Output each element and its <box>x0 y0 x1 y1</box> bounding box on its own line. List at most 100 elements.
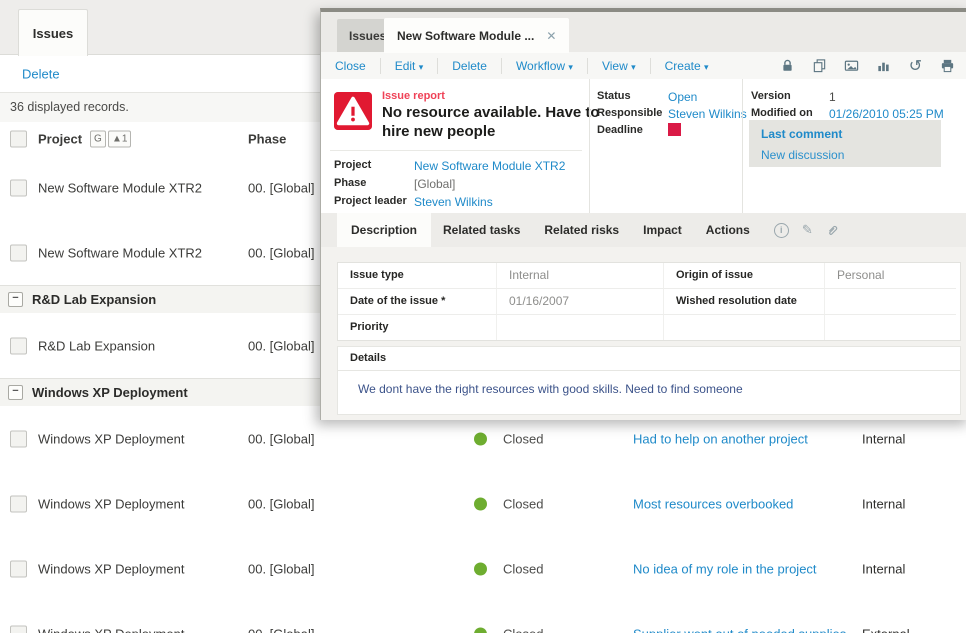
caret-down-icon: ▾ <box>631 62 636 72</box>
tab-description[interactable]: Description <box>337 213 431 247</box>
issue-title-link[interactable]: Most resources overbooked <box>633 496 793 511</box>
row-issue-type: Internal <box>862 431 905 446</box>
row-issue-type: Internal <box>862 496 905 511</box>
responsible-label: Responsible <box>597 107 662 119</box>
field-value <box>825 315 956 340</box>
modified-on-value[interactable]: 01/26/2010 05:25 PM <box>829 107 944 121</box>
image-icon[interactable] <box>843 57 860 74</box>
details-panel: Details We dont have the right resources… <box>337 346 961 415</box>
row-project: Windows XP Deployment <box>38 561 184 576</box>
field-label: Origin of issue <box>664 263 825 289</box>
phase-value: [Global] <box>414 177 455 191</box>
modified-on-label: Modified on <box>751 107 813 119</box>
tab-actions[interactable]: Actions <box>694 213 762 247</box>
delete-button[interactable]: Delete <box>22 66 60 81</box>
version-label: Version <box>751 90 791 102</box>
last-comment-link[interactable]: Last comment <box>761 127 842 141</box>
info-icon[interactable]: i <box>774 223 789 238</box>
warning-icon <box>334 92 372 133</box>
row-checkbox[interactable] <box>10 179 27 196</box>
tab-related-tasks[interactable]: Related tasks <box>431 213 532 247</box>
workflow-menu-label: Workflow <box>516 59 565 73</box>
row-phase: 00. [Global] <box>248 431 315 446</box>
row-checkbox[interactable] <box>10 430 27 447</box>
status-value-link[interactable]: Open <box>668 90 697 104</box>
details-text: We dont have the right resources with go… <box>338 371 960 396</box>
edit-menu-button[interactable]: Edit ▾ <box>381 59 438 73</box>
row-checkbox[interactable] <box>10 495 27 512</box>
project-leader-link[interactable]: Steven Wilkins <box>414 195 493 209</box>
lock-icon[interactable] <box>779 57 796 74</box>
row-project: Windows XP Deployment <box>38 626 184 633</box>
caret-down-icon: ▾ <box>568 62 573 72</box>
row-phase: 00. [Global] <box>248 561 315 576</box>
row-phase: 00. [Global] <box>248 180 315 195</box>
column-header-project[interactable]: Project <box>38 131 82 146</box>
status-dot-green <box>474 562 487 575</box>
row-project: New Software Module XTR2 <box>38 180 202 195</box>
comment-links-box: Last comment New discussion <box>749 120 941 167</box>
app-window: Issues Delete 36 displayed records. Proj… <box>0 0 966 633</box>
field-value: 01/16/2007 <box>497 289 664 315</box>
tab-issue-detail[interactable]: New Software Module ... ✕ <box>384 18 569 53</box>
deadline-indicator <box>668 123 681 136</box>
issue-title-link[interactable]: No idea of my role in the project <box>633 561 817 576</box>
close-button[interactable]: Close <box>321 59 380 73</box>
collapse-icon[interactable]: − <box>8 292 23 307</box>
select-all-checkbox[interactable] <box>10 130 27 147</box>
view-menu-label: View <box>602 59 628 73</box>
tab-issue-detail-label: New Software Module ... <box>397 29 534 43</box>
tab-issues-list[interactable]: Issues <box>18 9 88 56</box>
issue-report-kicker: Issue report <box>382 90 445 102</box>
workflow-menu-button[interactable]: Workflow ▾ <box>502 59 587 73</box>
table-row[interactable]: Windows XP Deployment 00. [Global] Close… <box>0 471 966 537</box>
row-checkbox[interactable] <box>10 560 27 577</box>
field-label <box>664 315 825 340</box>
undo-icon[interactable]: ↺ <box>907 57 924 74</box>
chart-icon[interactable] <box>875 57 892 74</box>
row-phase: 00. [Global] <box>248 626 315 633</box>
pencil-icon[interactable]: ✎ <box>802 222 813 238</box>
collapse-icon[interactable]: − <box>8 385 23 400</box>
status-dot-green <box>474 497 487 510</box>
table-row[interactable]: Windows XP Deployment 00. [Global] Close… <box>0 536 966 602</box>
grouping-badge[interactable]: G <box>90 130 106 147</box>
new-discussion-link[interactable]: New discussion <box>761 148 844 162</box>
version-value: 1 <box>829 90 836 104</box>
responsible-value-link[interactable]: Steven Wilkins <box>668 107 747 121</box>
issue-title-link[interactable]: Supplier went out of needed supplies <box>633 626 846 633</box>
issue-title-link[interactable]: Had to help on another project <box>633 431 808 446</box>
create-menu-button[interactable]: Create ▾ <box>651 59 723 73</box>
view-menu-button[interactable]: View ▾ <box>588 59 650 73</box>
print-icon[interactable] <box>939 57 956 74</box>
detail-tab-bar: Description Related tasks Related risks … <box>321 213 966 247</box>
field-label: Wished resolution date <box>664 289 825 315</box>
row-status: Closed <box>503 626 543 633</box>
row-checkbox[interactable] <box>10 244 27 261</box>
row-checkbox[interactable] <box>10 337 27 354</box>
column-header-phase[interactable]: Phase <box>248 131 286 146</box>
create-menu-label: Create <box>665 59 701 73</box>
delete-button[interactable]: Delete <box>438 59 501 73</box>
project-link[interactable]: New Software Module XTR2 <box>414 159 565 173</box>
tab-related-risks[interactable]: Related risks <box>532 213 631 247</box>
row-status: Closed <box>503 561 543 576</box>
row-project: Windows XP Deployment <box>38 431 184 446</box>
detail-window-tab-strip: Issues New Software Module ... ✕ <box>321 12 966 53</box>
paperclip-icon[interactable] <box>826 224 839 237</box>
tab-impact[interactable]: Impact <box>631 213 694 247</box>
group-label: R&D Lab Expansion <box>32 292 156 307</box>
deadline-label: Deadline <box>597 124 643 136</box>
row-phase: 00. [Global] <box>248 496 315 511</box>
table-row[interactable]: Windows XP Deployment 00. [Global] Close… <box>0 601 966 633</box>
status-dot-green <box>474 432 487 445</box>
sort-badge[interactable]: ▲1 <box>108 130 131 147</box>
caret-down-icon: ▾ <box>419 62 424 72</box>
details-header: Details <box>338 347 960 371</box>
field-label: Issue type <box>338 263 497 289</box>
row-checkbox[interactable] <box>10 625 27 633</box>
copy-icon[interactable] <box>811 57 828 74</box>
row-project: New Software Module XTR2 <box>38 245 202 260</box>
issue-fields-table: Issue type Internal Origin of issue Pers… <box>337 262 961 341</box>
close-tab-icon[interactable]: ✕ <box>546 29 556 43</box>
